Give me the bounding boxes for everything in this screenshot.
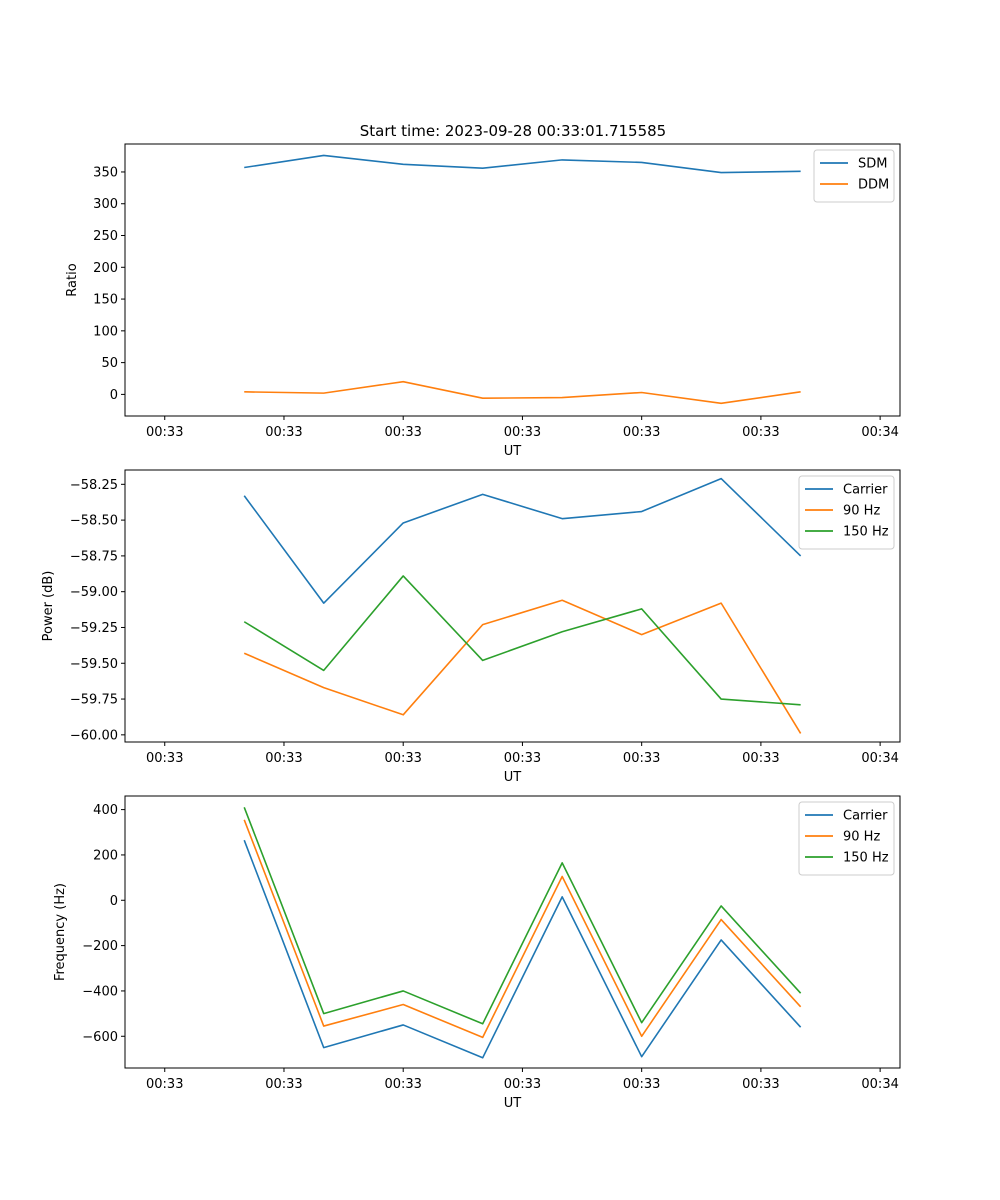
y-tick-label: 200 <box>93 261 118 276</box>
x-tick-label: 00:33 <box>265 425 302 440</box>
y-tick-label: 350 <box>93 165 118 180</box>
y-tick-label: −600 <box>82 1030 118 1045</box>
series-line-sdm <box>244 154 801 174</box>
y-tick-label: −60.00 <box>70 728 118 743</box>
y-tick-label: 250 <box>93 229 118 244</box>
x-tick-label: 00:33 <box>742 425 779 440</box>
y-tick-label: −58.50 <box>70 514 118 529</box>
series-line-150-hz <box>243 575 801 706</box>
x-tick-label: 00:33 <box>265 1077 302 1092</box>
x-tick-label: 00:33 <box>146 751 183 766</box>
x-tick-label: 00:33 <box>504 1077 541 1092</box>
legend-label: 150 Hz <box>843 851 889 866</box>
x-tick-label: 00:33 <box>742 1077 779 1092</box>
y-tick-label: −59.00 <box>70 585 118 600</box>
y-tick-label: −400 <box>82 984 118 999</box>
x-axis-label: UT <box>504 770 522 785</box>
series-line-carrier <box>243 839 802 1059</box>
legend-label: DDM <box>858 178 889 193</box>
x-axis-label: UT <box>504 444 522 459</box>
x-tick-label: 00:33 <box>146 425 183 440</box>
y-axis-label: Power (dB) <box>41 571 56 642</box>
y-tick-label: −200 <box>82 939 118 954</box>
series-line-carrier <box>243 477 802 604</box>
series-line-ddm <box>244 380 801 405</box>
y-tick-label: 0 <box>110 894 118 909</box>
y-tick-label: −59.50 <box>70 657 118 672</box>
x-tick-label: 00:33 <box>504 425 541 440</box>
axes-frame <box>124 795 901 1069</box>
legend-label: 90 Hz <box>843 830 880 845</box>
x-axis-label: UT <box>504 1096 522 1111</box>
y-tick-label: 200 <box>93 848 118 863</box>
series-line-90-hz <box>243 819 802 1039</box>
x-tick-label: 00:33 <box>265 751 302 766</box>
legend-label: Carrier <box>843 483 888 498</box>
legend-label: 90 Hz <box>843 504 880 519</box>
y-tick-label: 50 <box>101 356 118 371</box>
x-tick-label: 00:33 <box>504 751 541 766</box>
y-tick-label: −58.25 <box>70 478 118 493</box>
y-tick-label: 100 <box>93 324 118 339</box>
frequency-panel: −600 −400 −200 0 200 400 00:33 00:33 00:33 00:33 0… <box>53 795 901 1111</box>
y-tick-label: 300 <box>93 197 118 212</box>
x-tick-label: 00:33 <box>384 425 421 440</box>
legend-label: Carrier <box>843 809 888 824</box>
x-tick-label: 00:33 <box>742 751 779 766</box>
power-panel: −60.00 −59.75 −59.50 −59.25 −59.00 −58.75 −58.… <box>41 469 901 785</box>
x-tick-label: 00:33 <box>623 751 660 766</box>
x-tick-label: 00:34 <box>861 1077 898 1092</box>
x-tick-label: 00:33 <box>384 751 421 766</box>
series-line-90-hz <box>243 599 802 734</box>
ratio-panel: 0 50 100 150 200 250 300 350 00:33 00:33 00:33 00:3… <box>65 143 901 459</box>
y-tick-label: 0 <box>110 388 118 403</box>
x-tick-label: 00:33 <box>623 1077 660 1092</box>
y-axis-label: Frequency (Hz) <box>53 883 68 981</box>
axes-frame <box>124 469 901 743</box>
y-tick-label: −59.25 <box>70 621 118 636</box>
y-tick-label: −59.75 <box>70 693 118 708</box>
x-tick-label: 00:34 <box>861 425 898 440</box>
x-tick-label: 00:33 <box>384 1077 421 1092</box>
legend-label: 150 Hz <box>843 525 889 540</box>
series-line-150-hz <box>243 807 802 1025</box>
legend-label: SDM <box>858 157 887 172</box>
y-tick-label: 400 <box>93 803 118 818</box>
y-tick-label: 150 <box>93 293 118 308</box>
x-tick-label: 00:33 <box>146 1077 183 1092</box>
axes-frame <box>124 143 901 417</box>
y-axis-label: Ratio <box>65 263 80 296</box>
y-tick-label: −58.75 <box>70 549 118 564</box>
chart-title: Start time: 2023-09-28 00:33:01.715585 <box>360 122 666 140</box>
x-tick-label: 00:34 <box>861 751 898 766</box>
x-tick-label: 00:33 <box>623 425 660 440</box>
